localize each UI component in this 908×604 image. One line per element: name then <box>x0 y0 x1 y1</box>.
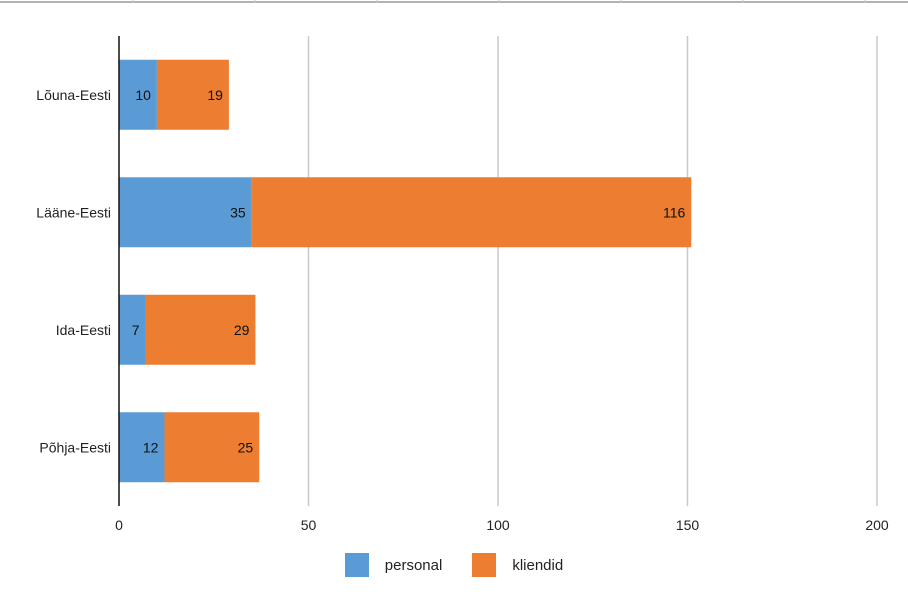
data-label-kliendid-3: 25 <box>238 439 254 455</box>
data-label-personal-1: 35 <box>230 204 246 220</box>
legend-item-kliendid[interactable]: kliendid <box>472 553 563 577</box>
legend-item-personal[interactable]: personal <box>344 553 443 577</box>
legend-swatch-personal <box>344 553 369 577</box>
bar-kliendid-1 <box>251 177 692 248</box>
bars <box>119 59 692 483</box>
category-labels: Lõuna-Eesti Lääne-Eesti Ida-Eesti Põhja-Ees… <box>36 87 111 456</box>
stacked-bar-chart: 10 19 35 116 7 29 12 25 Lõuna-Eesti Lääne-Eesti I… <box>36 36 889 533</box>
category-label-3: Põhja-Eesti <box>39 439 111 455</box>
x-tick-label-150: 150 <box>676 517 700 533</box>
x-tick-label-200: 200 <box>865 517 889 533</box>
bar-kliendid-2 <box>145 294 256 365</box>
legend: personal kliendid <box>0 552 908 578</box>
bar-kliendid-0 <box>156 59 229 130</box>
x-tick-label-100: 100 <box>486 517 510 533</box>
data-label-personal-3: 12 <box>143 439 159 455</box>
legend-label-personal: personal <box>384 556 443 574</box>
legend-label-kliendid: kliendid <box>512 556 564 574</box>
bar-kliendid-3 <box>164 412 260 483</box>
bar-personal-0 <box>119 59 157 130</box>
data-label-kliendid-2: 29 <box>234 322 250 338</box>
data-label-kliendid-1: 116 <box>663 204 686 220</box>
top-border <box>0 0 908 3</box>
category-label-0: Lõuna-Eesti <box>36 87 111 103</box>
data-label-kliendid-0: 19 <box>207 87 223 103</box>
gridlines <box>307 36 878 506</box>
data-label-personal-2: 7 <box>132 322 140 338</box>
x-tick-label-50: 50 <box>301 517 317 533</box>
data-labels: 10 19 35 116 7 29 12 25 <box>132 87 686 456</box>
legend-swatch-kliendid <box>472 553 497 577</box>
x-tick-label-0: 0 <box>115 517 123 533</box>
bar-personal-3 <box>119 412 165 483</box>
category-label-1: Lääne-Eesti <box>36 204 111 220</box>
x-axis-tick-labels: 0 50 100 150 200 <box>115 517 889 533</box>
bar-personal-1 <box>119 177 252 248</box>
data-label-personal-0: 10 <box>135 87 151 103</box>
category-label-2: Ida-Eesti <box>56 322 111 338</box>
bar-personal-2 <box>119 294 146 365</box>
